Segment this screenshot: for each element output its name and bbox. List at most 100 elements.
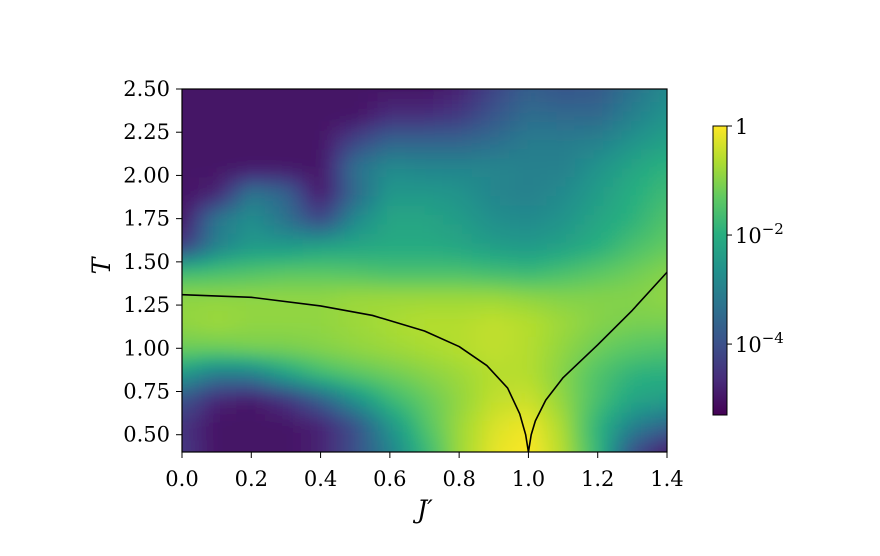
heatmap-cell [537,167,548,178]
heatmap-cell [490,345,501,356]
heatmap-cell [424,298,435,309]
heatmap-cell [631,101,642,112]
heatmap-cell [650,89,661,94]
heatmap-cell [659,176,667,187]
heatmap-cell [424,167,435,178]
heatmap-cell [527,139,539,150]
heatmap-cell [330,448,341,452]
heatmap-cell [368,411,379,422]
heatmap-cell [462,430,473,441]
heatmap-cell [217,148,228,159]
heatmap-cell [208,92,219,103]
heatmap-cell [396,439,407,450]
heatmap-cell [349,345,360,356]
heatmap-cell [612,279,623,291]
heatmap-cell [546,373,557,384]
heatmap-cell [321,401,332,413]
heatmap-cell [640,242,651,253]
heatmap-cell [330,232,341,244]
heatmap-cell [452,186,463,197]
heatmap-cell [368,279,379,291]
heatmap-cell [227,89,238,94]
heatmap-cell [198,110,210,122]
heatmap-cell [236,430,247,441]
heatmap-cell [406,458,416,468]
heatmap-cell [452,298,463,309]
heatmap-cell [621,148,633,159]
heatmap-cell [217,139,228,150]
heatmap-cell [499,129,510,140]
heatmap-cell [603,383,614,394]
heatmap-cell [584,195,595,206]
heatmap-cell [330,251,341,262]
heatmap-cell [621,354,633,366]
heatmap-cell [556,242,567,253]
heatmap-cell [584,101,595,112]
heatmap-cell [499,261,510,272]
heatmap-cell [396,373,407,384]
heatmap-cell [527,261,539,272]
heatmap-cell [387,73,397,83]
heatmap-cell [574,354,586,366]
heatmap-cell [377,439,388,450]
heatmap-cell [584,420,595,431]
heatmap-cell [339,167,351,178]
heatmap-cell [509,89,520,94]
heatmap-cell [603,270,614,281]
heatmap-cell [537,439,548,450]
heatmap-cell [593,317,604,328]
heatmap-cell [311,120,322,131]
heatmap-cell [546,308,557,319]
heatmap-cell [321,157,332,169]
heatmap-cell [171,186,181,196]
heatmap-cell [518,223,529,234]
heatmap-cell [208,232,219,244]
heatmap-cell [490,364,501,375]
heatmap-cell [593,110,604,122]
heatmap-cell [433,354,445,366]
heatmap-cell [274,214,285,225]
heatmap-cell [462,157,473,169]
heatmap-cell [292,336,304,347]
heatmap-cell [424,157,435,169]
heatmap-cell [518,392,529,403]
heatmap-cell [415,354,426,366]
heatmap-cell [227,354,238,366]
heatmap-cell [264,401,275,413]
heatmap-cell [198,373,210,384]
heatmap-cell [198,430,210,441]
heatmap-cell [236,139,247,150]
heatmap-cell [283,336,294,347]
heatmap-cell [227,232,238,244]
heatmap-cell [584,392,595,403]
heatmap-cell [640,373,651,384]
heatmap-cell [405,186,416,197]
heatmap-cell [358,157,369,169]
heatmap-cell [621,326,633,337]
x-tick-label: 1.2 [581,467,614,491]
heatmap-cell [631,458,641,468]
heatmap-cell [198,420,210,431]
heatmap-cell [424,345,435,356]
heatmap-cell [274,439,285,450]
heatmap-cell [612,392,623,403]
heatmap-cell [311,373,322,384]
heatmap-cell [546,392,557,403]
heatmap-cell [339,364,351,375]
heatmap-cell [424,289,435,300]
heatmap-cell [480,242,492,253]
heatmap-cell [245,420,257,431]
heatmap-cell [302,392,313,403]
heatmap-cell [603,120,614,131]
heatmap-cell [659,364,667,375]
heatmap-cell [330,420,341,431]
heatmap-cell [443,420,454,431]
heatmap-cell [537,176,548,187]
heatmap-cell [171,205,181,215]
heatmap-cell [527,176,539,187]
heatmap-cell [659,204,667,215]
heatmap-cell [292,411,304,422]
heatmap-cell [574,89,586,94]
heatmap-cell [527,289,539,300]
heatmap-cell [499,279,510,291]
